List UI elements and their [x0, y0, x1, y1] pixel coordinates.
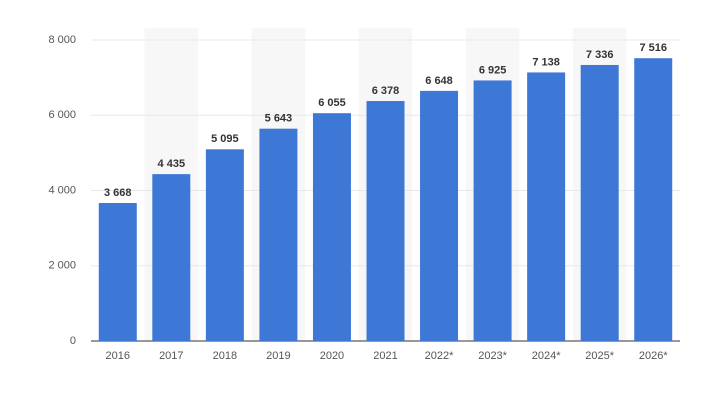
x-tick-label: 2023*: [478, 350, 507, 362]
bar: [634, 58, 673, 341]
value-label: 6 055: [318, 97, 346, 109]
y-tick-label: 6 000: [48, 109, 76, 121]
y-tick-label: 0: [70, 335, 76, 347]
value-label: 6 378: [372, 85, 400, 97]
x-tick-label: 2017: [159, 350, 183, 362]
value-label: 7 336: [586, 49, 614, 61]
bar: [312, 113, 351, 341]
x-tick-label: 2025*: [585, 350, 614, 362]
value-label: 6 925: [479, 64, 507, 76]
y-tick-label: 8 000: [48, 34, 76, 46]
value-label: 4 435: [158, 158, 186, 170]
y-tick-label: 2 000: [48, 260, 76, 272]
bar: [152, 174, 191, 341]
value-label: 7 138: [532, 56, 560, 68]
bar: [473, 80, 512, 342]
x-tick-label: 2019: [266, 350, 290, 362]
x-tick-label: 2026*: [639, 350, 668, 362]
bar: [580, 64, 619, 341]
bar: [205, 149, 244, 341]
value-label: 5 643: [265, 113, 293, 125]
x-tick-label: 2016: [106, 350, 130, 362]
x-tick-label: 2020: [320, 350, 344, 362]
value-label: 7 516: [639, 42, 667, 54]
bar: [259, 128, 298, 341]
bar: [527, 72, 566, 342]
x-tick-label: 2024*: [532, 350, 561, 362]
y-tick-label: 4 000: [48, 184, 76, 196]
value-label: 6 648: [425, 75, 453, 87]
x-tick-label: 2022*: [425, 350, 454, 362]
bar: [420, 90, 459, 341]
value-label: 5 095: [211, 133, 239, 145]
bar: [98, 202, 137, 341]
bar: [366, 101, 405, 342]
value-label: 3 668: [104, 187, 132, 199]
x-tick-label: 2018: [213, 350, 237, 362]
x-tick-label: 2021: [373, 350, 397, 362]
